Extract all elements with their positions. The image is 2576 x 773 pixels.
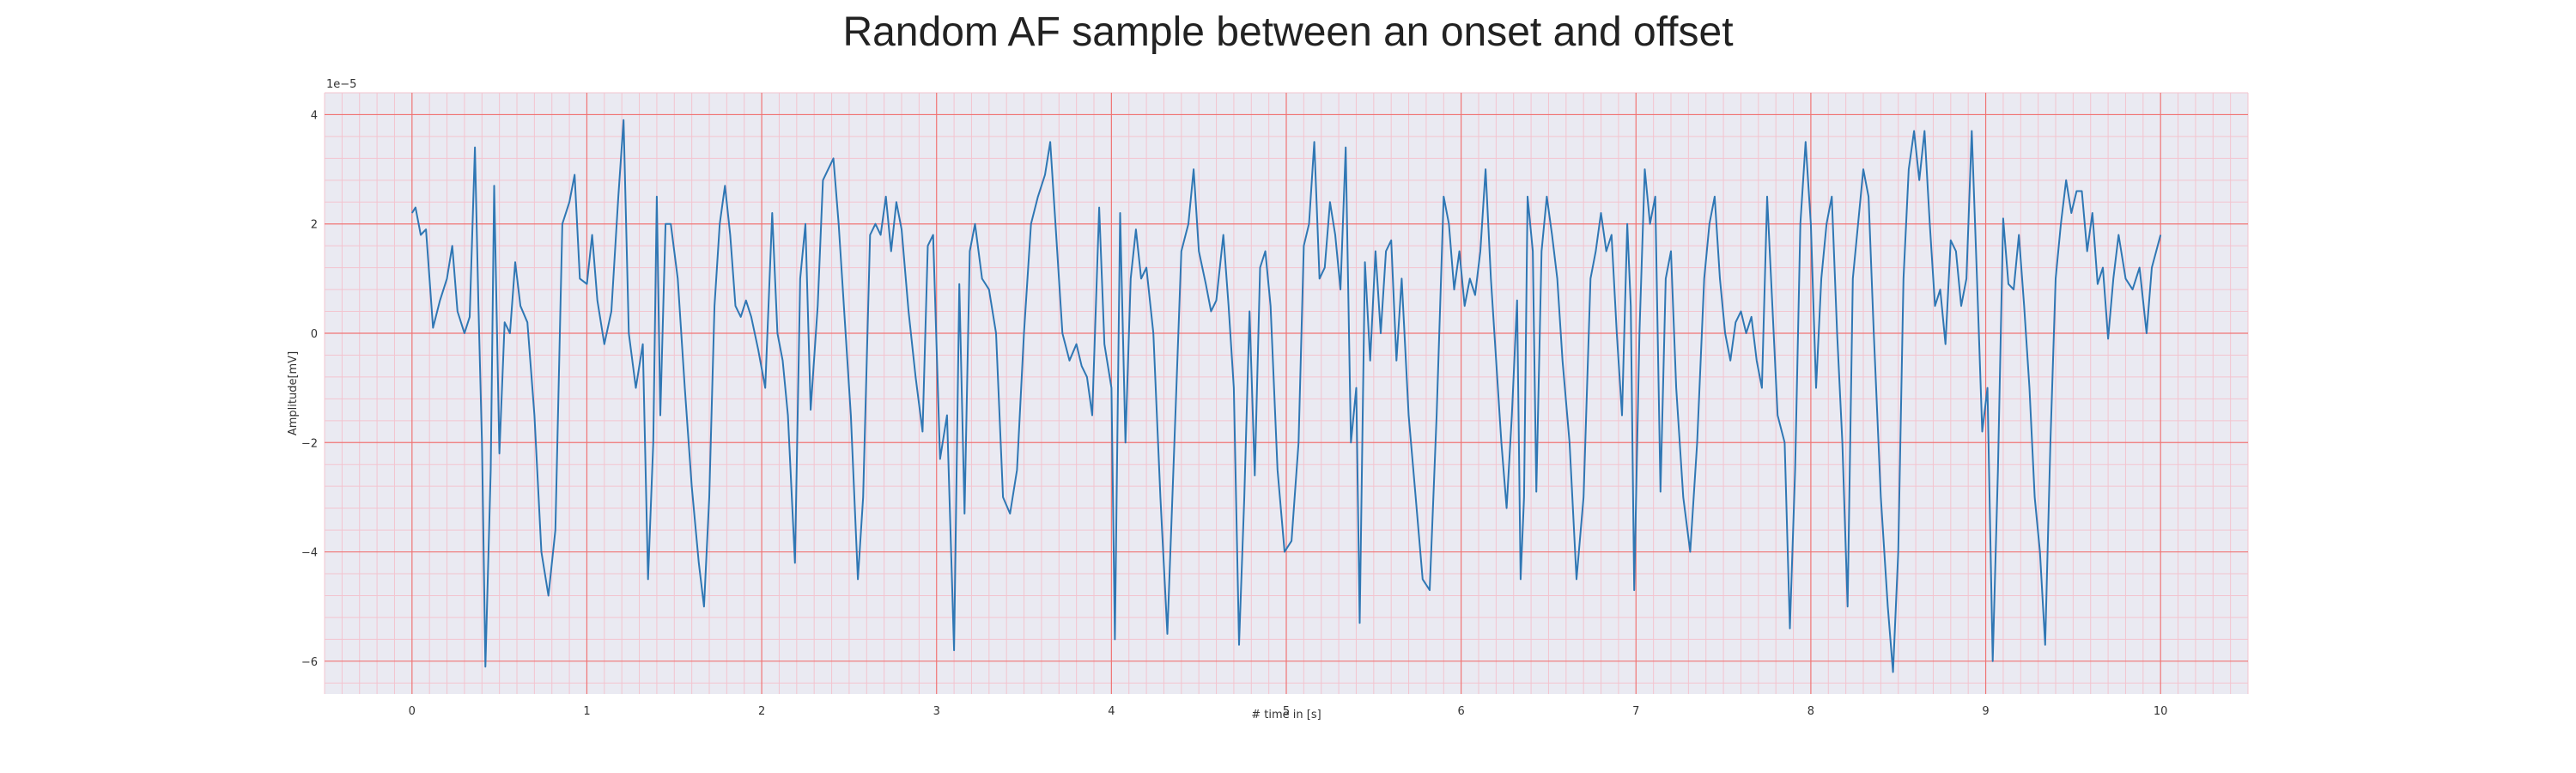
y-tick-label: −2 [301,437,318,450]
y-tick-label: 4 [311,109,318,122]
y-tick-label: 0 [311,328,318,341]
x-tick-label: 1 [583,705,590,718]
x-tick-label: 8 [1807,705,1814,718]
x-tick-label: 3 [933,705,940,718]
y-tick-labels: −6 −4 −2 0 2 4 [301,109,318,668]
y-tick-label: 2 [311,219,318,232]
x-tick-labels: 0 1 2 3 4 5 6 7 8 9 10 [409,705,2168,718]
x-tick-label: 9 [1982,705,1989,718]
y-axis-label: Amplitude[mV] [287,351,300,435]
x-tick-label: 0 [409,705,416,718]
x-tick-label: 7 [1632,705,1639,718]
x-tick-label: 6 [1457,705,1464,718]
y-offset-label: 1e−5 [326,78,356,91]
y-tick-label: −4 [301,547,318,560]
chart-title: Random AF sample between an onset and of… [842,9,1733,55]
x-tick-label: 2 [758,705,765,718]
x-tick-label: 4 [1108,705,1115,718]
major-grid [325,93,2248,694]
signal-line [410,119,2162,673]
x-axis-label: # time in [s] [1251,709,1321,721]
x-tick-label: 5 [1283,705,1290,718]
y-tick-label: −6 [301,656,318,669]
x-tick-label: 10 [2154,705,2168,718]
